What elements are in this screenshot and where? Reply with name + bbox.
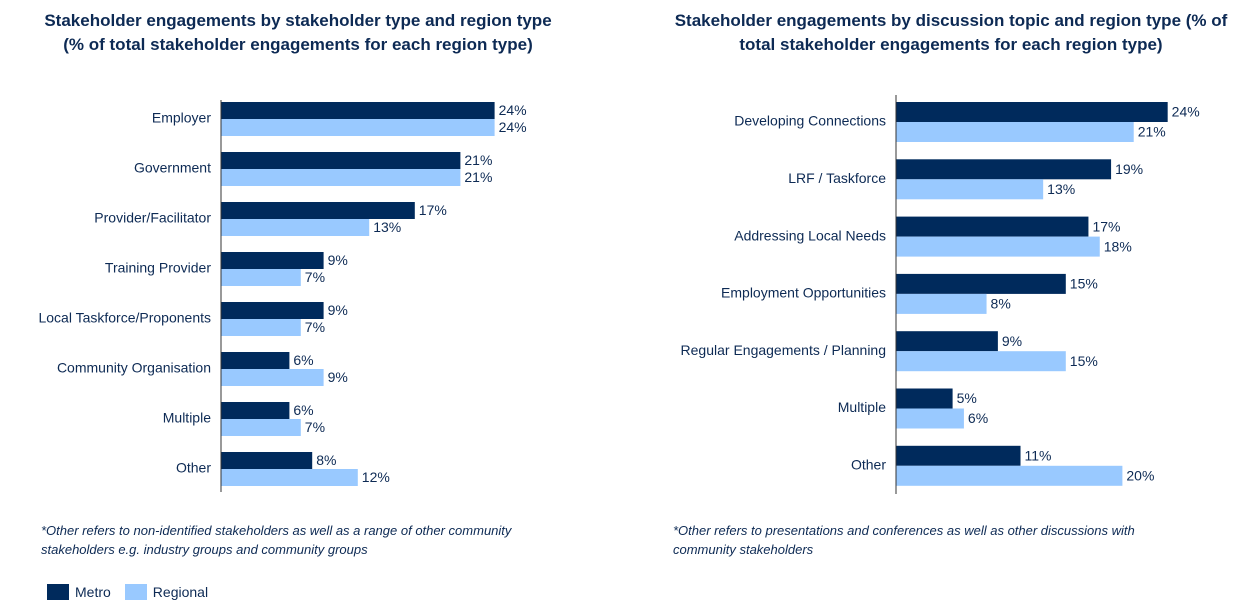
legend-label: Metro: [75, 584, 111, 600]
bar: [221, 452, 313, 469]
data-label: 6%: [293, 402, 313, 418]
bar: [221, 402, 290, 419]
data-label: 13%: [373, 219, 401, 235]
bar: [221, 102, 495, 119]
bar: [896, 273, 1066, 294]
bar: [221, 469, 358, 486]
data-label: 21%: [1138, 124, 1166, 140]
data-label: 21%: [464, 169, 492, 185]
bar: [221, 419, 301, 436]
bar: [221, 219, 370, 236]
data-label: 12%: [362, 469, 390, 485]
data-label: 15%: [1070, 276, 1098, 292]
y-tick-label: Employment Opportunities: [721, 285, 886, 301]
bar: [896, 122, 1134, 142]
data-label: 13%: [1047, 181, 1075, 197]
bar: [896, 216, 1089, 237]
data-label: 9%: [1002, 333, 1022, 349]
bar: [896, 351, 1066, 372]
bar: [896, 331, 998, 352]
data-label: 8%: [991, 296, 1011, 312]
data-label: 11%: [1025, 448, 1052, 464]
y-tick-label: Local Taskforce/Proponents: [38, 310, 211, 326]
y-tick-label: Provider/Facilitator: [94, 210, 211, 226]
data-label: 20%: [1126, 468, 1154, 484]
bar: [896, 445, 1021, 466]
chart-title: Stakeholder engagements by stakeholder t…: [44, 11, 552, 54]
data-label: 24%: [499, 119, 527, 135]
data-label: 8%: [316, 452, 336, 468]
y-tick-label: Multiple: [163, 410, 211, 426]
y-tick-label: Addressing Local Needs: [734, 227, 886, 243]
bar: [221, 369, 324, 386]
bar: [221, 152, 461, 169]
data-label: 15%: [1070, 353, 1098, 369]
bar: [221, 302, 324, 319]
bar: [896, 159, 1112, 180]
y-tick-label: Multiple: [838, 399, 886, 415]
bar: [896, 236, 1100, 257]
data-label: 24%: [1172, 104, 1200, 120]
bar: [896, 102, 1168, 122]
bar: [896, 179, 1044, 200]
bar: [221, 252, 324, 269]
bar: [221, 352, 290, 369]
y-tick-label: Government: [134, 160, 211, 176]
data-label: 24%: [499, 102, 527, 118]
data-label: 17%: [419, 202, 447, 218]
y-tick-label: Regular Engagements / Planning: [681, 342, 886, 358]
data-label: 17%: [1092, 218, 1120, 234]
y-tick-label: LRF / Taskforce: [788, 170, 886, 186]
bar: [896, 465, 1123, 486]
y-tick-label: Employer: [152, 110, 211, 126]
legend: Metro Regional: [47, 584, 208, 600]
footnote: *Other refers to presentations and confe…: [673, 523, 1135, 557]
data-label: 18%: [1104, 238, 1132, 254]
data-label: 6%: [293, 352, 313, 368]
legend-swatch: [47, 584, 69, 600]
y-tick-label: Developing Connections: [734, 113, 886, 129]
bar: [221, 119, 495, 136]
data-label: 9%: [328, 302, 348, 318]
bar: [896, 408, 964, 429]
y-tick-label: Community Organisation: [57, 360, 211, 376]
bar: [221, 169, 461, 186]
data-label: 7%: [305, 419, 325, 435]
data-label: 19%: [1115, 161, 1143, 177]
data-label: 7%: [305, 269, 325, 285]
data-label: 6%: [968, 410, 988, 426]
bar: [896, 388, 953, 409]
data-label: 9%: [328, 252, 348, 268]
data-label: 7%: [305, 319, 325, 335]
y-tick-label: Training Provider: [105, 260, 211, 276]
bar: [221, 202, 415, 219]
y-tick-label: Other: [176, 460, 211, 476]
data-label: 5%: [957, 390, 977, 406]
bar: [221, 319, 301, 336]
data-label: 9%: [328, 369, 348, 385]
legend-label: Regional: [152, 584, 209, 600]
chart-title: Stakeholder engagements by discussion to…: [674, 11, 1228, 54]
data-label: 21%: [464, 152, 492, 168]
footnote: *Other refers to non-identified stakehol…: [41, 523, 512, 557]
bar: [896, 293, 987, 314]
legend-swatch: [124, 584, 147, 600]
bar: [221, 269, 301, 286]
y-tick-label: Other: [851, 457, 886, 473]
